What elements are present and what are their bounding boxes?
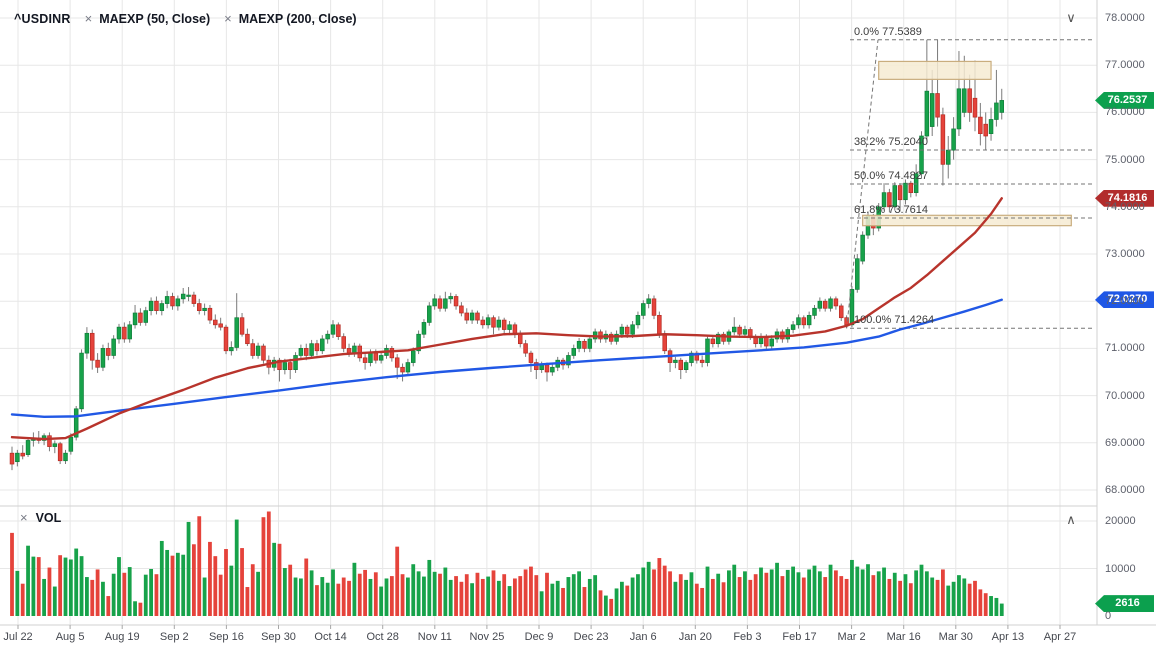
price-axis-label: 68.0000 (1105, 484, 1145, 496)
date-axis-label: Aug 19 (104, 631, 140, 643)
expand-volume-panel-button[interactable]: ∧ (1060, 510, 1082, 530)
close-icon[interactable]: × (224, 11, 232, 26)
price-axis-label: 69.0000 (1105, 436, 1145, 449)
price-axis-label: 72.0000 (1105, 295, 1145, 308)
price-axis-label: 77.0000 (1105, 59, 1145, 72)
collapse-price-panel-button[interactable]: ∨ (1060, 8, 1082, 28)
date-axis-label: Jan 20 (678, 631, 712, 643)
date-axis-label: Aug 5 (55, 631, 85, 643)
close-icon[interactable]: × (84, 11, 93, 26)
date-axis-label: Mar 2 (837, 631, 866, 643)
volume-axis-label: 20000 (1105, 515, 1136, 527)
indicator-maexp50: × MAEXP (50, Close) (85, 12, 211, 26)
date-axis-label: Jul 22 (3, 631, 33, 643)
fib-level-label: 61.8% 73.7614 (854, 204, 929, 217)
indicator-label: MAEXP (200, Close) (238, 12, 357, 26)
date-axis-label: Mar 16 (886, 631, 921, 643)
chevron-up-icon: ∧ (1066, 512, 1076, 527)
ma200-value-badge: 72.0270 (1095, 291, 1154, 309)
price-axis-label: 76.0000 (1105, 106, 1145, 119)
date-axis-label: Dec 23 (573, 631, 609, 643)
close-icon[interactable]: × (20, 510, 28, 525)
date-axis-label: Mar 30 (938, 631, 973, 643)
date-axis-label: Sep 30 (261, 631, 296, 643)
fib-level-label: 0.0% 77.5389 (854, 25, 922, 38)
fib-level-label: 38.2% 75.2040 (854, 135, 929, 148)
last-price-badge: 76.2537 (1095, 91, 1154, 109)
volume-label: VOL (35, 511, 62, 525)
symbol-title: ^USDINR (14, 12, 71, 26)
fib-level-label: 100.0% 71.4264 (854, 314, 935, 327)
indicator-label: MAEXP (50, Close) (99, 12, 211, 26)
fib-level-label: 50.0% 74.4827 (854, 170, 929, 183)
date-axis-label: Sep 16 (208, 631, 244, 643)
volume-axis-label: 10000 (1105, 562, 1136, 575)
price-axis-label: 74.0000 (1105, 200, 1145, 213)
volume-axis-label: 0 (1105, 610, 1112, 622)
date-axis-label: Feb 17 (782, 631, 817, 643)
date-axis-label: Oct 28 (366, 631, 399, 643)
date-axis-label: Oct 14 (314, 631, 347, 643)
date-axis-label: Jan 6 (629, 631, 657, 643)
date-axis-label: Apr 13 (991, 631, 1025, 643)
chevron-down-icon: ∨ (1066, 10, 1076, 25)
date-axis-label: Sep 2 (159, 631, 189, 643)
indicator-maexp200: × MAEXP (200, Close) (224, 12, 356, 26)
price-axis-label: 78.0000 (1105, 12, 1145, 24)
date-axis-label: Feb 3 (733, 631, 762, 643)
price-axis-label: 75.0000 (1105, 153, 1145, 166)
volume-value-badge: 2616 (1095, 595, 1154, 613)
price-axis-label: 71.0000 (1105, 342, 1145, 355)
date-axis-label: Nov 11 (417, 631, 452, 643)
price-axis-label: 70.0000 (1105, 389, 1145, 402)
date-axis-label: Dec 9 (524, 631, 554, 643)
legend: ^USDINR × MAEXP (50, Close) × MAEXP (200… (14, 12, 357, 26)
price-axis-label: 73.0000 (1105, 248, 1145, 260)
date-axis-label: Nov 25 (469, 631, 505, 643)
volume-legend: × VOL (20, 511, 61, 525)
ma50-value-badge: 74.1816 (1095, 189, 1154, 207)
date-axis-label: Apr 27 (1043, 631, 1077, 643)
